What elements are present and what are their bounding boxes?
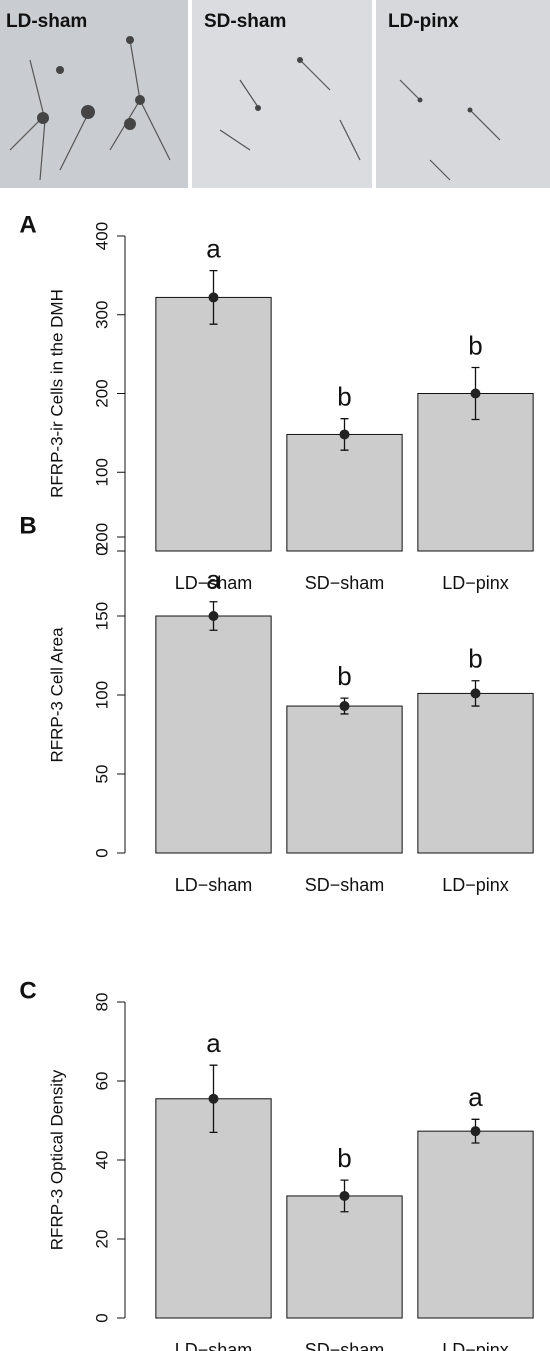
significance-label: a (206, 565, 221, 595)
bar (286, 1195, 403, 1319)
x-tick-label: LD−pinx (442, 573, 509, 593)
x-tick-label: LD−pinx (442, 1340, 509, 1351)
photo (0, 0, 188, 188)
y-tick-label: 200 (92, 523, 111, 551)
y-tick-label: 400 (92, 222, 111, 250)
y-tick-label: 80 (92, 993, 111, 1012)
y-tick-label: 20 (92, 1230, 111, 1249)
photo-texture (9, 39, 501, 181)
significance-label: a (468, 1082, 483, 1112)
y-tick-label: 40 (92, 1151, 111, 1170)
panel-label: C (19, 977, 36, 1004)
significance-label: a (206, 234, 221, 264)
y-axis-title: RFRP-3 Optical Density (47, 1069, 66, 1250)
photo (192, 0, 372, 188)
mean-point (339, 701, 350, 712)
bar (155, 296, 272, 552)
y-tick-label: 100 (92, 458, 111, 486)
mean-point (208, 1093, 219, 1104)
bar (417, 1130, 534, 1319)
panel-label: B (19, 512, 36, 539)
x-tick-label: LD−pinx (442, 875, 509, 895)
panel-label: A (19, 211, 36, 238)
x-tick-label: LD−sham (175, 875, 253, 895)
y-axis-title: RFRP-3-ir Cells in the DMH (47, 289, 66, 498)
x-tick-label: SD−sham (305, 573, 385, 593)
mean-point (470, 688, 481, 699)
bar (417, 692, 534, 854)
mean-point (339, 429, 350, 440)
bar (155, 1098, 272, 1319)
significance-label: b (468, 330, 482, 360)
photo-cells (37, 36, 473, 130)
x-tick-label: LD−sham (175, 573, 253, 593)
photo-label: LD-sham (6, 11, 87, 32)
mean-point (208, 611, 219, 621)
mean-point (470, 1126, 481, 1137)
y-tick-label: 150 (92, 602, 111, 630)
y-tick-label: 100 (92, 681, 111, 709)
y-axis-title: RFRP-3 Cell Area (47, 627, 66, 763)
bar (286, 433, 403, 552)
y-tick-label: 300 (92, 301, 111, 329)
mean-point (339, 1190, 350, 1201)
bar (286, 705, 403, 854)
mean-point (208, 292, 219, 303)
significance-label: b (337, 1143, 351, 1173)
y-tick-label: 0 (92, 848, 111, 857)
y-tick-label: 200 (92, 379, 111, 407)
y-tick-label: 0 (92, 546, 111, 555)
photo-label: SD-sham (204, 11, 286, 32)
y-tick-label: 0 (92, 1313, 111, 1322)
bar (155, 615, 272, 854)
photo-label: LD-pinx (388, 11, 459, 32)
significance-label: b (468, 644, 482, 674)
mean-point (470, 388, 481, 399)
x-tick-label: LD−sham (175, 1340, 253, 1351)
photo (376, 0, 550, 188)
significance-label: b (337, 382, 351, 412)
y-tick-label: 50 (92, 765, 111, 784)
x-tick-label: SD−sham (305, 875, 385, 895)
significance-label: b (337, 661, 351, 691)
photos: LD-sham SD-sham LD-pinx (0, 0, 550, 188)
x-tick-label: SD−sham (305, 1340, 385, 1351)
significance-label: a (206, 1028, 221, 1058)
y-tick-label: 60 (92, 1072, 111, 1091)
